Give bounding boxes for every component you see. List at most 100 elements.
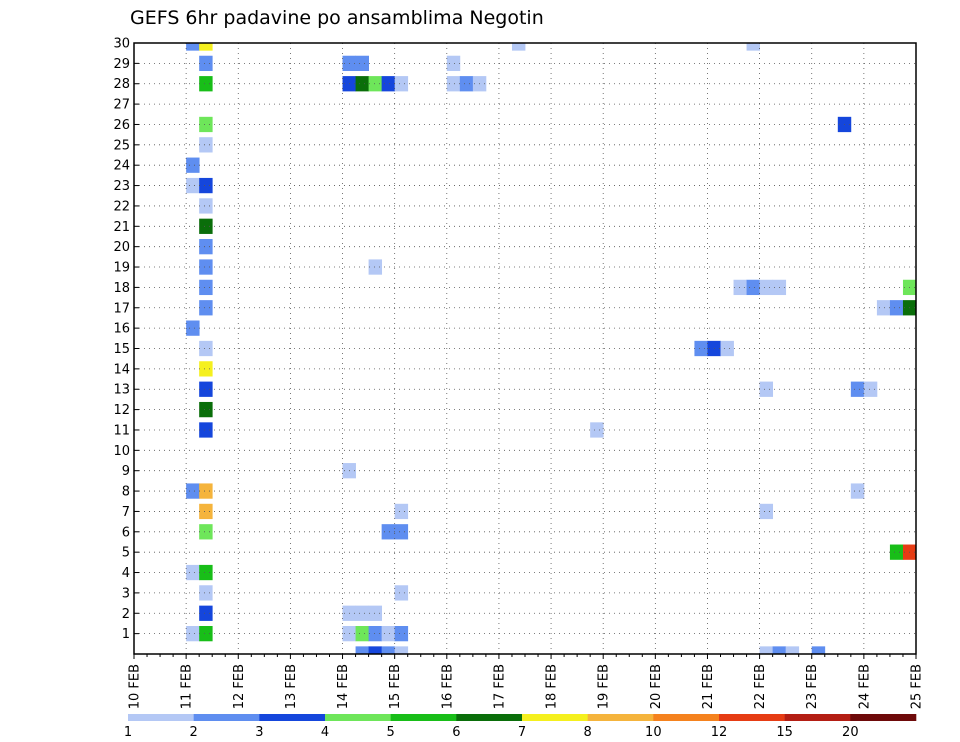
colorbar: 1 2 3 4 5 6 7 8 10 12 15 20 [124, 714, 917, 740]
heatmap-cell [199, 626, 213, 642]
y-tick-label: 23 [113, 179, 130, 194]
heatmap-cell [199, 43, 213, 51]
heatmap-cell [394, 626, 409, 642]
colorbar-label: 8 [584, 725, 592, 740]
heatmap-cell [759, 503, 774, 520]
heatmap-cell [759, 646, 774, 654]
heatmap-cell [381, 76, 396, 92]
y-tick-label: 5 [122, 546, 130, 561]
heatmap-cell [199, 381, 213, 397]
heatmap-cell [199, 422, 213, 438]
y-tick-label: 3 [122, 586, 130, 601]
colorbar-swatch [128, 714, 194, 721]
y-tick-label: 24 [113, 159, 130, 174]
x-tick-label: 15 FEB [388, 664, 403, 709]
heatmap-cell [199, 503, 213, 520]
colorbar-label: 7 [518, 725, 526, 740]
heatmap-cell [355, 76, 369, 92]
heatmap-cell [199, 76, 213, 92]
y-tick-label: 17 [113, 301, 130, 316]
heatmap-cell [199, 137, 213, 153]
y-tick-label: 13 [113, 383, 130, 398]
y-tick-label: 21 [113, 220, 130, 235]
y-tick-label: 16 [113, 322, 130, 337]
heatmap-cell [368, 646, 383, 654]
heatmap-cell [199, 116, 213, 133]
y-tick-label: 26 [113, 118, 130, 133]
heatmap-cell [199, 605, 213, 621]
heatmap-cell [850, 381, 865, 397]
grid-lines [134, 43, 916, 654]
heatmap-cell [199, 55, 213, 72]
heatmap-cell [368, 259, 383, 275]
heatmap-cell [199, 279, 213, 296]
heatmap-cell [368, 76, 383, 92]
y-tick-label: 4 [122, 566, 130, 581]
heatmap-cell [446, 76, 461, 92]
heatmap-cell [694, 340, 708, 357]
colorbar-swatch [719, 714, 785, 721]
colorbar-swatch [193, 714, 260, 721]
heatmap-cell [186, 483, 200, 499]
x-tick-label: 25 FEB [910, 664, 925, 709]
y-tick-label: 15 [113, 342, 130, 357]
heatmap-cell [199, 177, 213, 194]
heatmap-cell [759, 381, 774, 397]
colorbar-swatch [653, 714, 720, 721]
y-tick-label: 29 [113, 57, 130, 72]
y-tick-label: 18 [113, 281, 130, 296]
colorbar-label: 2 [190, 725, 198, 740]
colorbar-label: 1 [124, 725, 132, 740]
y-tick-label: 8 [122, 485, 130, 500]
x-tick-label: 10 FEB [128, 664, 143, 709]
heatmap-cell [186, 626, 200, 642]
heatmap-cell [199, 361, 213, 377]
y-tick-label: 28 [113, 77, 130, 92]
heatmap-cell [785, 646, 800, 654]
heatmap-cell [355, 646, 369, 654]
heatmap-cell [199, 300, 213, 316]
y-tick-label: 22 [113, 199, 130, 214]
x-tick-label: 20 FEB [649, 664, 664, 709]
heatmap-cell [199, 524, 213, 540]
heatmap-cell [355, 55, 369, 72]
heatmap-cell [889, 544, 904, 560]
colorbar-swatch [784, 714, 851, 721]
heatmap-cell [394, 524, 409, 540]
heatmap-cell [733, 279, 747, 296]
x-tick-label: 22 FEB [753, 664, 768, 709]
heatmap-cell [199, 585, 213, 601]
heatmap-cell [590, 422, 604, 438]
x-tick-label: 13 FEB [284, 664, 299, 709]
x-tick-label: 17 FEB [492, 664, 507, 709]
heatmap-cell [355, 605, 369, 621]
heatmap-cell [811, 646, 826, 654]
heatmap-cell [186, 157, 200, 173]
heatmap-cell [889, 300, 904, 316]
heatmap-cell [381, 646, 396, 654]
y-tick-label: 30 [113, 37, 130, 52]
heatmap-cell [186, 43, 200, 51]
heatmap-cell [199, 340, 213, 357]
colorbar-label: 6 [452, 725, 460, 740]
heatmap-cell [368, 605, 383, 621]
heatmap-cell [199, 564, 213, 581]
x-tick-label: 24 FEB [857, 664, 872, 709]
heatmap-cell [355, 626, 369, 642]
colorbar-swatch [522, 714, 588, 721]
heatmap-cell [759, 279, 774, 296]
colorbar-label: 4 [321, 725, 329, 740]
y-tick-label: 6 [122, 525, 130, 540]
heatmap-cell [186, 177, 200, 194]
heatmap-cell [394, 76, 409, 92]
y-tick-label: 11 [113, 423, 130, 438]
colorbar-swatch [587, 714, 654, 721]
x-tick-label: 14 FEB [336, 664, 351, 709]
heatmap-cell [394, 585, 409, 601]
heatmap-cell [186, 320, 200, 336]
x-tick-label: 11 FEB [180, 664, 195, 709]
x-tick-label: 23 FEB [805, 664, 820, 709]
colorbar-label: 15 [776, 725, 793, 740]
colorbar-swatch [850, 714, 917, 721]
y-tick-label: 2 [122, 607, 130, 622]
